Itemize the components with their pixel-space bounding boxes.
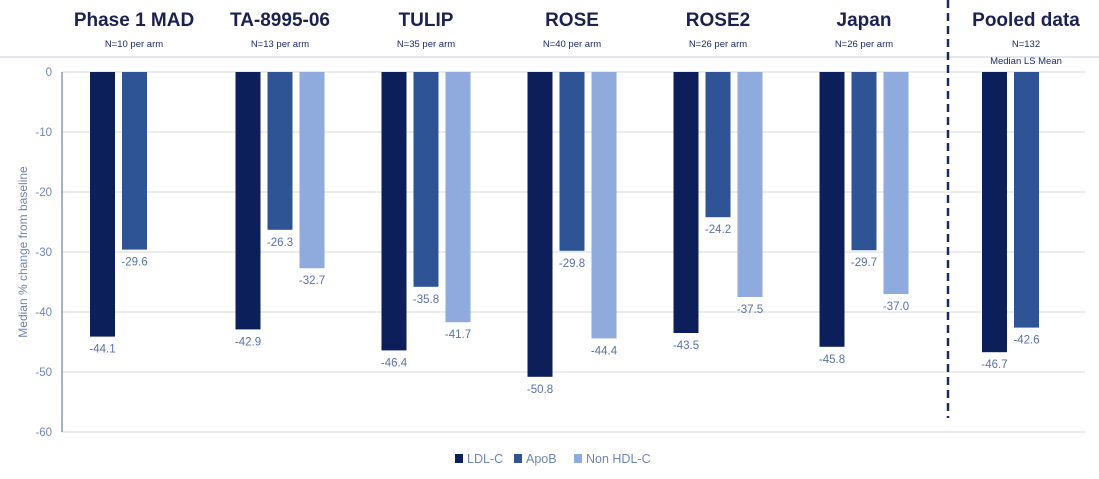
- group-title: TA-8995-06: [230, 10, 330, 31]
- y-tick-labels: 0 -10 -20 -30 -40 -50 -60: [35, 67, 52, 439]
- group-title: ROSE: [545, 10, 599, 31]
- bar: [413, 72, 439, 287]
- bar: [90, 72, 115, 337]
- group-title: ROSE2: [686, 10, 750, 31]
- group-sublabel: Median LS Mean: [990, 56, 1062, 67]
- data-label: -24.2: [705, 224, 731, 236]
- legend-label: LDL-C: [467, 452, 503, 466]
- group-title: TULIP: [399, 10, 454, 31]
- data-label: -46.4: [381, 357, 408, 369]
- bar: [851, 72, 877, 251]
- group-title: Phase 1 MAD: [74, 10, 194, 31]
- data-label: -29.6: [121, 257, 147, 269]
- legend: LDL-C ApoB Non HDL-C: [455, 452, 651, 466]
- bar: [235, 72, 261, 330]
- data-label: -29.7: [851, 257, 877, 269]
- data-label: -32.7: [299, 275, 325, 287]
- group-subtitle: N=35 per arm: [397, 39, 455, 50]
- bar: [737, 72, 763, 297]
- data-label: -37.5: [737, 304, 763, 316]
- legend-swatch: [514, 454, 522, 463]
- group-headers: Phase 1 MAD N=10 per arm TA-8995-06 N=13 pe…: [74, 10, 1080, 67]
- bar: [819, 72, 845, 347]
- bar: [527, 72, 553, 377]
- y-tick-label: 0: [46, 67, 52, 79]
- data-label: -50.8: [527, 384, 553, 396]
- group-title: Pooled data: [972, 10, 1080, 31]
- bars: [90, 72, 1039, 377]
- data-label: -43.5: [673, 340, 699, 352]
- data-label: -46.7: [981, 359, 1007, 371]
- bar: [705, 72, 731, 218]
- bar: [673, 72, 699, 333]
- legend-swatch: [455, 454, 463, 463]
- data-label: -26.3: [267, 237, 293, 249]
- data-label: -44.1: [89, 344, 115, 356]
- group-subtitle: N=13 per arm: [251, 39, 309, 50]
- bar: [267, 72, 293, 230]
- group-subtitle: N=132: [1012, 39, 1040, 50]
- bar: [591, 72, 617, 339]
- bar: [982, 72, 1007, 353]
- group-title: Japan: [837, 10, 892, 31]
- data-label: -44.4: [591, 345, 618, 357]
- y-tick-label: -20: [35, 187, 52, 199]
- legend-label: Non HDL-C: [586, 452, 651, 466]
- group-subtitle: N=26 per arm: [835, 39, 893, 50]
- bar: [445, 72, 471, 323]
- data-label: -42.9: [235, 336, 261, 348]
- bar: [883, 72, 909, 294]
- group-subtitle: N=10 per arm: [105, 39, 163, 50]
- legend-swatch: [574, 454, 582, 463]
- data-label: -35.8: [413, 294, 439, 306]
- data-label: -29.8: [559, 258, 585, 270]
- bar: [559, 72, 585, 251]
- data-labels: -44.1 -29.6 -42.9 -26.3 -32.7 -46.4 -35.8 -41.7…: [89, 224, 1039, 396]
- bar: [122, 72, 147, 250]
- group-subtitle: N=26 per arm: [689, 39, 747, 50]
- y-tick-label: -60: [35, 427, 52, 439]
- bar: [1014, 72, 1039, 328]
- y-tick-label: -50: [35, 367, 52, 379]
- y-tick-label: -10: [35, 127, 52, 139]
- group-subtitle: N=40 per arm: [543, 39, 601, 50]
- y-tick-label: -40: [35, 307, 52, 319]
- bar: [381, 72, 407, 351]
- bar: [299, 72, 325, 269]
- y-tick-label: -30: [35, 247, 52, 259]
- data-label: -45.8: [819, 354, 845, 366]
- legend-label: ApoB: [526, 452, 557, 466]
- y-axis-label: Median % change from baseline: [16, 166, 30, 338]
- data-label: -41.7: [445, 329, 471, 341]
- data-label: -37.0: [883, 301, 909, 313]
- data-label: -42.6: [1013, 335, 1039, 347]
